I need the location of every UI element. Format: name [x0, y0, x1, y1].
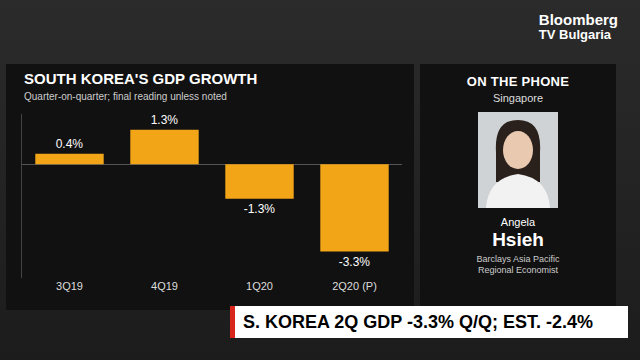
svg-text:-3.3%: -3.3% — [339, 255, 371, 269]
html-text:S. KOREA 2Q GDP -3.3% Q/Q; EST: S. KOREA 2Q GDP -3.3% Q/Q; EST. -2.4% — [243, 312, 594, 332]
html-text:Angela: Angela — [500, 216, 536, 228]
svg-text:4Q19: 4Q19 — [151, 280, 178, 292]
html-text:TV Bulgaria: TV Bulgaria — [538, 27, 612, 42]
svg-text:0.4%: 0.4% — [56, 137, 84, 151]
svg-text:SOUTH KOREA'S GDP GROWTH: SOUTH KOREA'S GDP GROWTH — [24, 70, 257, 87]
html-text:Singapore: Singapore — [492, 92, 544, 104]
html-text:Barclays Asia Pacific: Barclays Asia Pacific — [476, 254, 560, 264]
svg-text:1Q20: 1Q20 — [246, 280, 273, 292]
html-text:Regional Economist: Regional Economist — [478, 265, 558, 275]
html-text:Hsieh: Hsieh — [492, 229, 544, 250]
html-text:Bloomberg: Bloomberg — [538, 11, 618, 28]
svg-text:2Q20 (P): 2Q20 (P) — [332, 280, 377, 292]
html-text:ON THE PHONE: ON THE PHONE — [466, 74, 570, 89]
svg-text:3Q19: 3Q19 — [56, 280, 83, 292]
svg-text:1.3%: 1.3% — [151, 113, 179, 127]
svg-text:Quarter-on-quarter; final read: Quarter-on-quarter; final reading unless… — [24, 91, 227, 102]
svg-text:-1.3%: -1.3% — [244, 202, 276, 216]
